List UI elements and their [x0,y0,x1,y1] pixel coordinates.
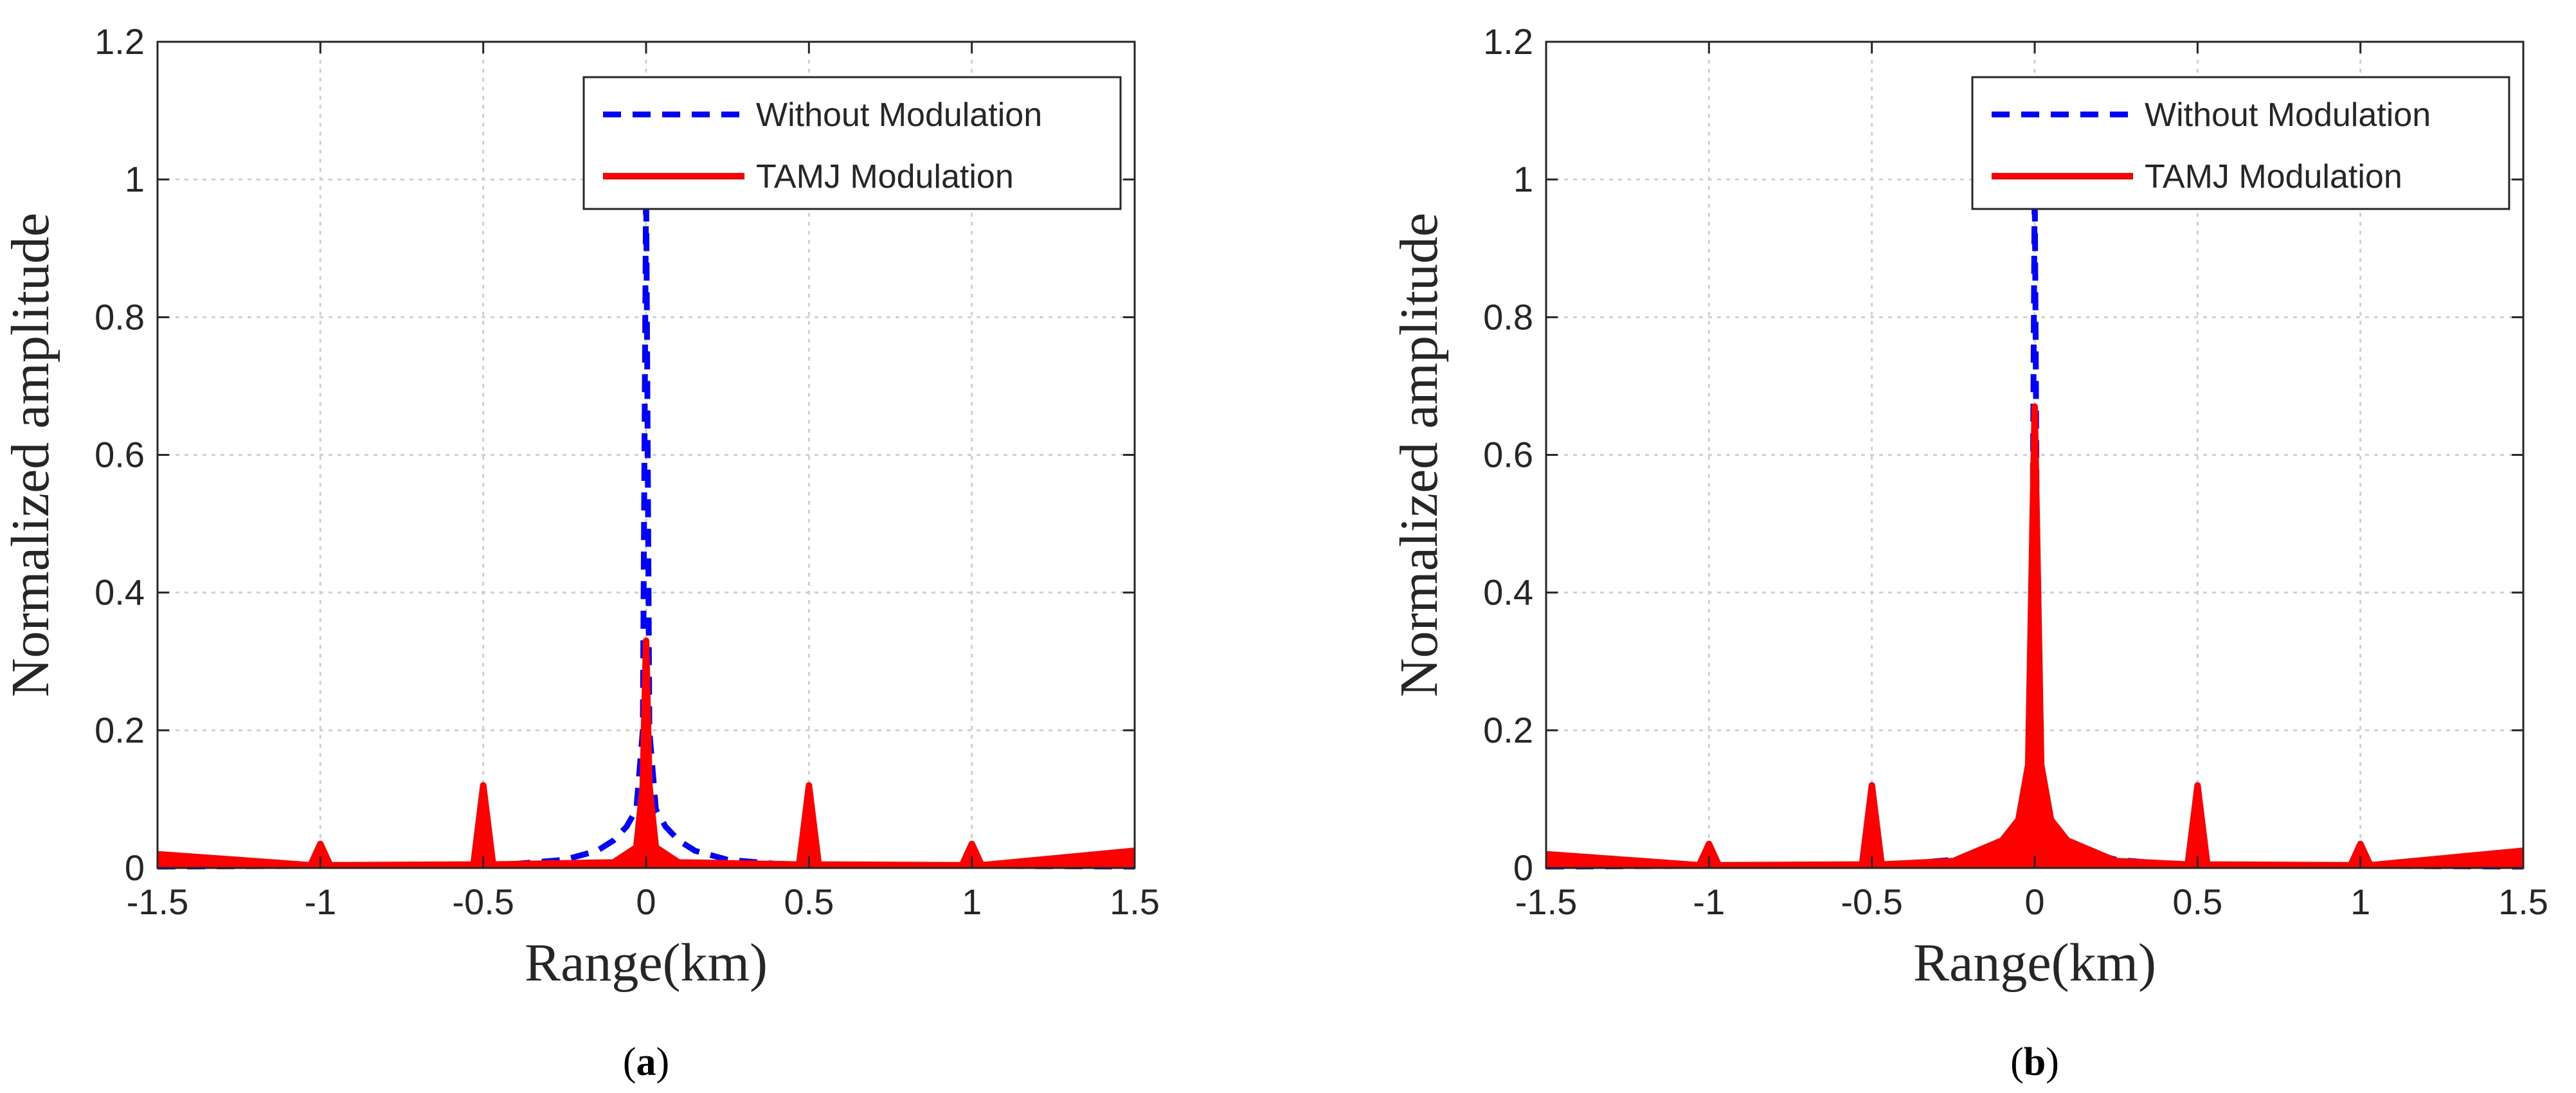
y-tick-label: 0.2 [95,710,145,750]
y-tick-label: 0 [1513,847,1533,888]
x-tick-label: -0.5 [1841,881,1903,922]
y-tick-label: 0.6 [1483,435,1533,475]
chart-panel-a: -1.5 -1 -0.5 0 0.5 1 1.5 0 0.2 0.4 0.6 0.8 1 1.2 Range… [1,21,1160,1084]
x-tick-label: 1.5 [1110,881,1160,922]
panel-caption: (b) [2010,1040,2059,1084]
x-tick-label: -0.5 [452,881,514,922]
x-tick-label: 1 [2350,881,2370,922]
x-tick-label: 1 [962,881,982,922]
legend: Without Modulation TAMJ Modulation [1971,76,2510,210]
y-tick-label: 1 [125,159,145,199]
x-tick-label: -1.5 [1515,881,1578,922]
caption-letter: a [636,1040,656,1084]
y-axis-label: Normalized amplitude [1389,213,1449,697]
y-tick-label: 0 [125,847,145,888]
y-tick-label: 0.4 [95,572,145,613]
panel-caption: (a) [623,1040,669,1084]
x-tick-label: -1.5 [127,881,189,922]
y-axis-label: Normalized amplitude [1,213,60,697]
caption-open-paren: ( [2010,1040,2024,1084]
y-tick-label: 1 [1513,159,1533,199]
chart-panel-b: -1.5 -1 -0.5 0 0.5 1 1.5 0 0.2 0.4 0.6 0.8 1 1.2 Range… [1389,21,2548,1084]
legend-label-0: Without Modulation [2145,96,2431,134]
y-tick-label: 1.2 [95,21,145,62]
series-line-1 [1545,403,2524,869]
y-tick-label: 0.8 [95,296,145,337]
x-tick-label: 0.5 [2172,881,2222,922]
y-tick-label: 0.8 [1483,296,1533,337]
caption-close-paren: ) [656,1040,670,1084]
x-tick-label: -1 [304,881,336,922]
x-axis-label: Range(km) [1913,933,2156,993]
legend-box [582,76,1122,210]
series-fill-1 [1546,406,2523,868]
x-tick-label: -1 [1693,881,1725,922]
legend-box [1971,76,2510,210]
legend-label-1: TAMJ Modulation [2145,158,2402,195]
x-tick-label: 1.5 [2498,881,2548,922]
y-tick-label: 1.2 [1483,21,1533,62]
caption-open-paren: ( [623,1040,636,1084]
legend-label-1: TAMJ Modulation [756,158,1014,195]
y-tick-label: 0.2 [1483,710,1533,750]
x-tick-label: 0 [636,881,656,922]
legend: Without Modulation TAMJ Modulation [582,76,1122,210]
x-tick-label: 0 [2024,881,2044,922]
caption-close-paren: ) [2046,1040,2059,1084]
y-tick-label: 0.6 [95,435,145,475]
caption-letter: b [2024,1040,2046,1084]
legend-label-0: Without Modulation [756,96,1042,134]
series-line-1 [157,637,1135,869]
x-tick-label: 0.5 [784,881,834,922]
x-axis-label: Range(km) [525,933,768,993]
y-tick-label: 0.4 [1483,572,1533,613]
